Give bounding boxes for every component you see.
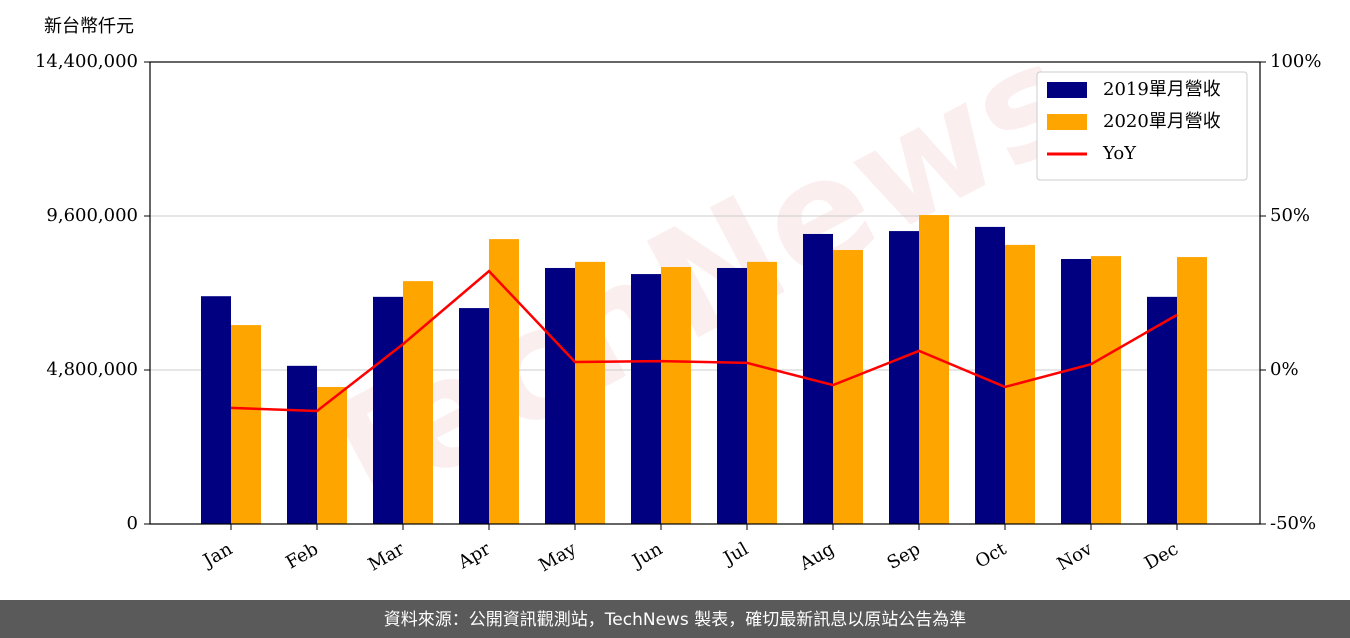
bar — [1061, 258, 1091, 524]
legend-label: 2019單月營收 — [1103, 79, 1221, 100]
bar — [317, 387, 347, 524]
plot-frame — [149, 61, 1261, 525]
footer-bar — [0, 600, 1350, 638]
y-tick-label: 0 — [127, 513, 138, 534]
bar — [661, 267, 691, 524]
bar — [373, 296, 403, 524]
bar — [403, 281, 433, 524]
bar — [717, 267, 747, 524]
bar — [631, 274, 661, 524]
x-tick-label: Oct — [972, 538, 1011, 573]
x-tick-label: Nov — [1054, 538, 1097, 575]
y2-tick-label: 50% — [1270, 205, 1310, 226]
bar — [489, 239, 519, 524]
bar — [747, 261, 777, 524]
bar — [833, 250, 863, 524]
bar — [1005, 244, 1035, 524]
legend-swatch — [1047, 114, 1087, 130]
x-tick-label: Feb — [282, 538, 322, 573]
bar — [889, 231, 919, 524]
bar — [231, 325, 261, 524]
y2-tick-label: -50% — [1270, 513, 1316, 534]
legend-box — [1036, 71, 1248, 181]
bar — [1091, 256, 1121, 524]
y-tick-label: 9,600,000 — [46, 205, 138, 226]
x-tick-label: Sep — [884, 538, 924, 573]
bar — [459, 308, 489, 524]
bar — [919, 215, 949, 524]
bar — [575, 261, 605, 524]
bar — [545, 267, 575, 524]
bar — [287, 365, 317, 524]
unit-label: 新台幣仟元 — [44, 16, 134, 37]
bar — [201, 296, 231, 524]
y-tick-label: 4,800,000 — [46, 359, 138, 380]
x-tick-label: Jun — [627, 538, 666, 573]
y2-tick-label: 0% — [1270, 359, 1299, 380]
x-tick-label: Jan — [198, 538, 236, 572]
x-tick-label: Dec — [1141, 538, 1182, 574]
y2-tick-label: 100% — [1270, 51, 1321, 72]
legend-label: 2020單月營收 — [1103, 111, 1221, 132]
legend-label: YoY — [1102, 143, 1137, 164]
line — [230, 269, 1178, 413]
x-tick-label: May — [535, 538, 580, 576]
footer: 資料來源：公開資訊觀測站，TechNews 製表，確切最新訊息以原站公告為準 — [384, 610, 966, 630]
y-tick-label: 14,400,000 — [35, 51, 138, 72]
bar — [1147, 296, 1177, 524]
bar — [1177, 257, 1207, 524]
x-tick-label: Apr — [454, 538, 494, 573]
x-tick-label: Jul — [718, 538, 752, 570]
x-tick-label: Aug — [795, 538, 838, 575]
legend-swatch — [1047, 82, 1087, 98]
